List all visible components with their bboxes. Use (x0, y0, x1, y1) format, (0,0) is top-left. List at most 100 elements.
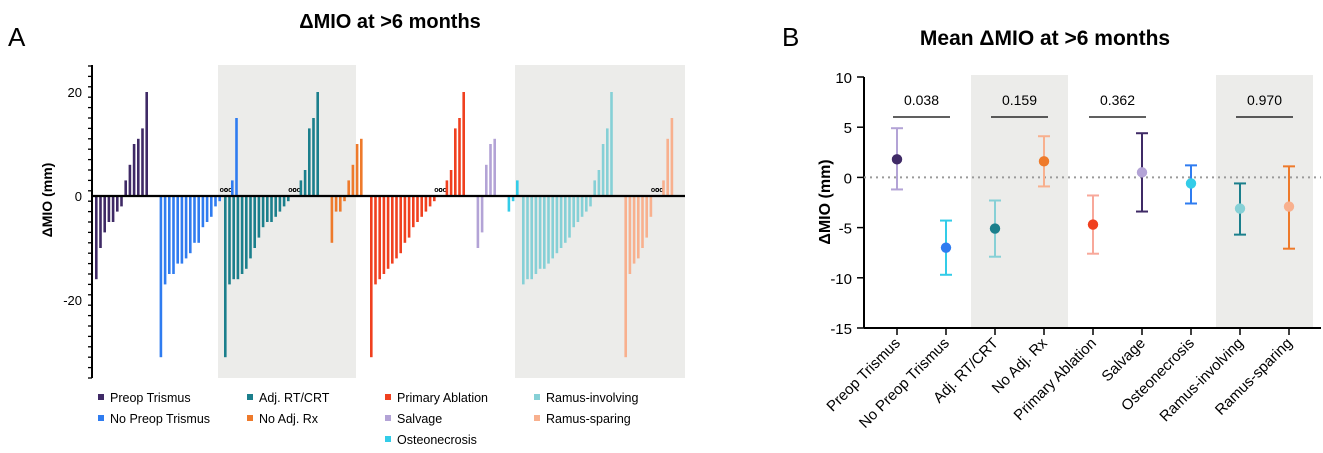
bar-no-adj-rx (334, 196, 338, 212)
bar-adj-rt-crt (245, 196, 248, 269)
bar-ramus-involving (526, 196, 529, 280)
panel-a-letter: A (8, 22, 26, 52)
panel-b-y-tick-label: -5 (839, 221, 852, 238)
bar-ramus-sparing (649, 196, 653, 217)
bar-no-adj-rx (330, 196, 334, 243)
bar-adj-rt-crt (266, 196, 269, 222)
mean-point-osteonecrosis (1185, 178, 1197, 189)
bar-adj-rt-crt (257, 196, 261, 238)
bar-primary-ablation (420, 196, 423, 217)
bar-adj-rt-crt (312, 118, 315, 196)
bar-salvage (493, 138, 496, 196)
p-value-label: 0.362 (1100, 92, 1135, 108)
bar-no-preop-trismus (235, 118, 238, 196)
bar-preop-trismus (128, 164, 132, 196)
bar-adj-rt-crt (278, 196, 282, 212)
bar-ramus-involving (580, 196, 584, 217)
panel-a-title: ΔMIO at >6 months (299, 11, 481, 33)
bar-zero-marker: oo (438, 187, 447, 194)
bar-primary-ablation (458, 118, 461, 196)
panel-b-x-tick-label: Primary Ablation (1011, 335, 1100, 424)
bar-osteonecrosis (516, 180, 519, 196)
bar-adj-rt-crt (287, 196, 290, 202)
legend-swatch-ramus-involving (534, 394, 540, 400)
bar-adj-rt-crt (282, 196, 286, 207)
bar-primary-ablation (403, 196, 407, 243)
bar-no-preop-trismus (176, 196, 179, 264)
legend-label-ramus-sparing: Ramus-sparing (546, 412, 631, 426)
mean-point-ramus-sparing (1283, 201, 1295, 212)
legend-swatch-ramus-sparing (534, 415, 540, 421)
bar-adj-rt-crt (261, 196, 265, 228)
panel-b-y-tick-label: 0 (844, 170, 852, 187)
legend-swatch-no-preop-trismus (98, 415, 104, 421)
bar-preop-trismus (99, 196, 102, 248)
bar-ramus-involving (606, 128, 609, 196)
panel-b-x-tick-label: No Preop Trismus (856, 335, 953, 432)
bar-preop-trismus (95, 196, 98, 280)
mean-point-no-adj-rx (1038, 156, 1050, 167)
bar-ramus-involving (610, 92, 613, 196)
bar-preop-trismus (107, 196, 111, 222)
bar-adj-rt-crt (303, 170, 307, 196)
bar-ramus-involving (534, 196, 538, 274)
bar-primary-ablation (412, 196, 415, 228)
bar-primary-ablation (407, 196, 411, 238)
bar-no-preop-trismus (163, 196, 167, 285)
bar-preop-trismus (141, 128, 144, 196)
bar-primary-ablation (399, 196, 402, 254)
bar-primary-ablation (370, 196, 373, 358)
legend-swatch-salvage (385, 415, 391, 421)
bar-no-preop-trismus (168, 196, 171, 274)
bar-ramus-involving (597, 170, 601, 196)
bar-no-adj-rx (355, 144, 359, 196)
bar-ramus-involving (538, 196, 542, 269)
mean-point-salvage (1136, 167, 1148, 178)
bar-no-preop-trismus (189, 196, 192, 254)
bar-adj-rt-crt (270, 196, 273, 222)
bar-adj-rt-crt (274, 196, 277, 217)
bar-salvage (480, 196, 484, 233)
bar-primary-ablation (378, 196, 381, 280)
bar-salvage (476, 196, 480, 248)
bar-zero-marker: oo (651, 187, 660, 194)
bar-ramus-involving (555, 196, 559, 254)
panel-b-y-tick-label: -10 (830, 271, 852, 288)
p-value-label: 0.970 (1247, 92, 1282, 108)
bar-ramus-sparing (666, 138, 669, 196)
bar-zero-marker: oo (288, 187, 297, 194)
panel-b-y-tick-label: 5 (844, 120, 852, 137)
bar-primary-ablation (424, 196, 428, 212)
p-value-label: 0.159 (1002, 92, 1037, 108)
bar-ramus-sparing (662, 180, 665, 196)
bar-preop-trismus (132, 144, 136, 196)
bar-adj-rt-crt (224, 196, 227, 358)
bar-ramus-sparing (628, 196, 632, 274)
panel-a-axis: 20 0 -20 (63, 65, 685, 379)
panel-b-points (891, 127, 1295, 276)
bar-primary-ablation (374, 196, 377, 285)
bar-ramus-involving (601, 144, 605, 196)
mean-point-adj-rt-crt (989, 223, 1001, 234)
bar-ramus-involving (547, 196, 550, 264)
bar-salvage (485, 164, 488, 196)
bar-primary-ablation (386, 196, 390, 269)
panel-b-shaded-band (971, 75, 1068, 328)
bar-osteonecrosis (511, 196, 515, 202)
bar-primary-ablation (445, 180, 449, 196)
bar-ramus-involving (522, 196, 525, 285)
bar-no-preop-trismus (184, 196, 188, 259)
bar-osteonecrosis (507, 196, 511, 212)
bar-no-preop-trismus (210, 196, 213, 217)
legend-swatch-preop-trismus (98, 394, 104, 400)
bar-zero-marker: oo (224, 187, 233, 194)
bar-adj-rt-crt (249, 196, 252, 259)
panel-b-x-tick-label: Ramus-involving (1156, 335, 1246, 425)
panel-b-x-tick-label: Salvage (1098, 335, 1148, 385)
bar-preop-trismus (116, 196, 119, 212)
bar-primary-ablation (391, 196, 394, 264)
bar-ramus-involving (551, 196, 554, 259)
bar-primary-ablation (462, 92, 465, 196)
